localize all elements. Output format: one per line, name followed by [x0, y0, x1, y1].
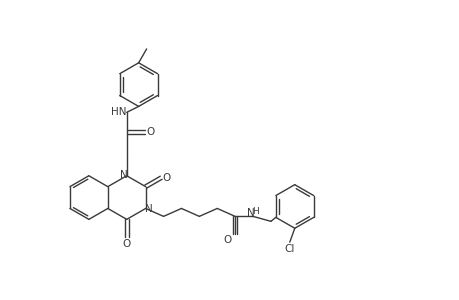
Text: N: N — [246, 208, 254, 218]
Text: O: O — [146, 127, 154, 137]
Text: HN: HN — [111, 107, 126, 117]
Text: Cl: Cl — [284, 244, 294, 254]
Text: O: O — [223, 235, 231, 245]
Text: N: N — [145, 204, 152, 214]
Text: N: N — [120, 170, 127, 180]
Text: O: O — [123, 239, 130, 249]
Text: O: O — [162, 173, 170, 183]
Text: H: H — [251, 207, 258, 216]
